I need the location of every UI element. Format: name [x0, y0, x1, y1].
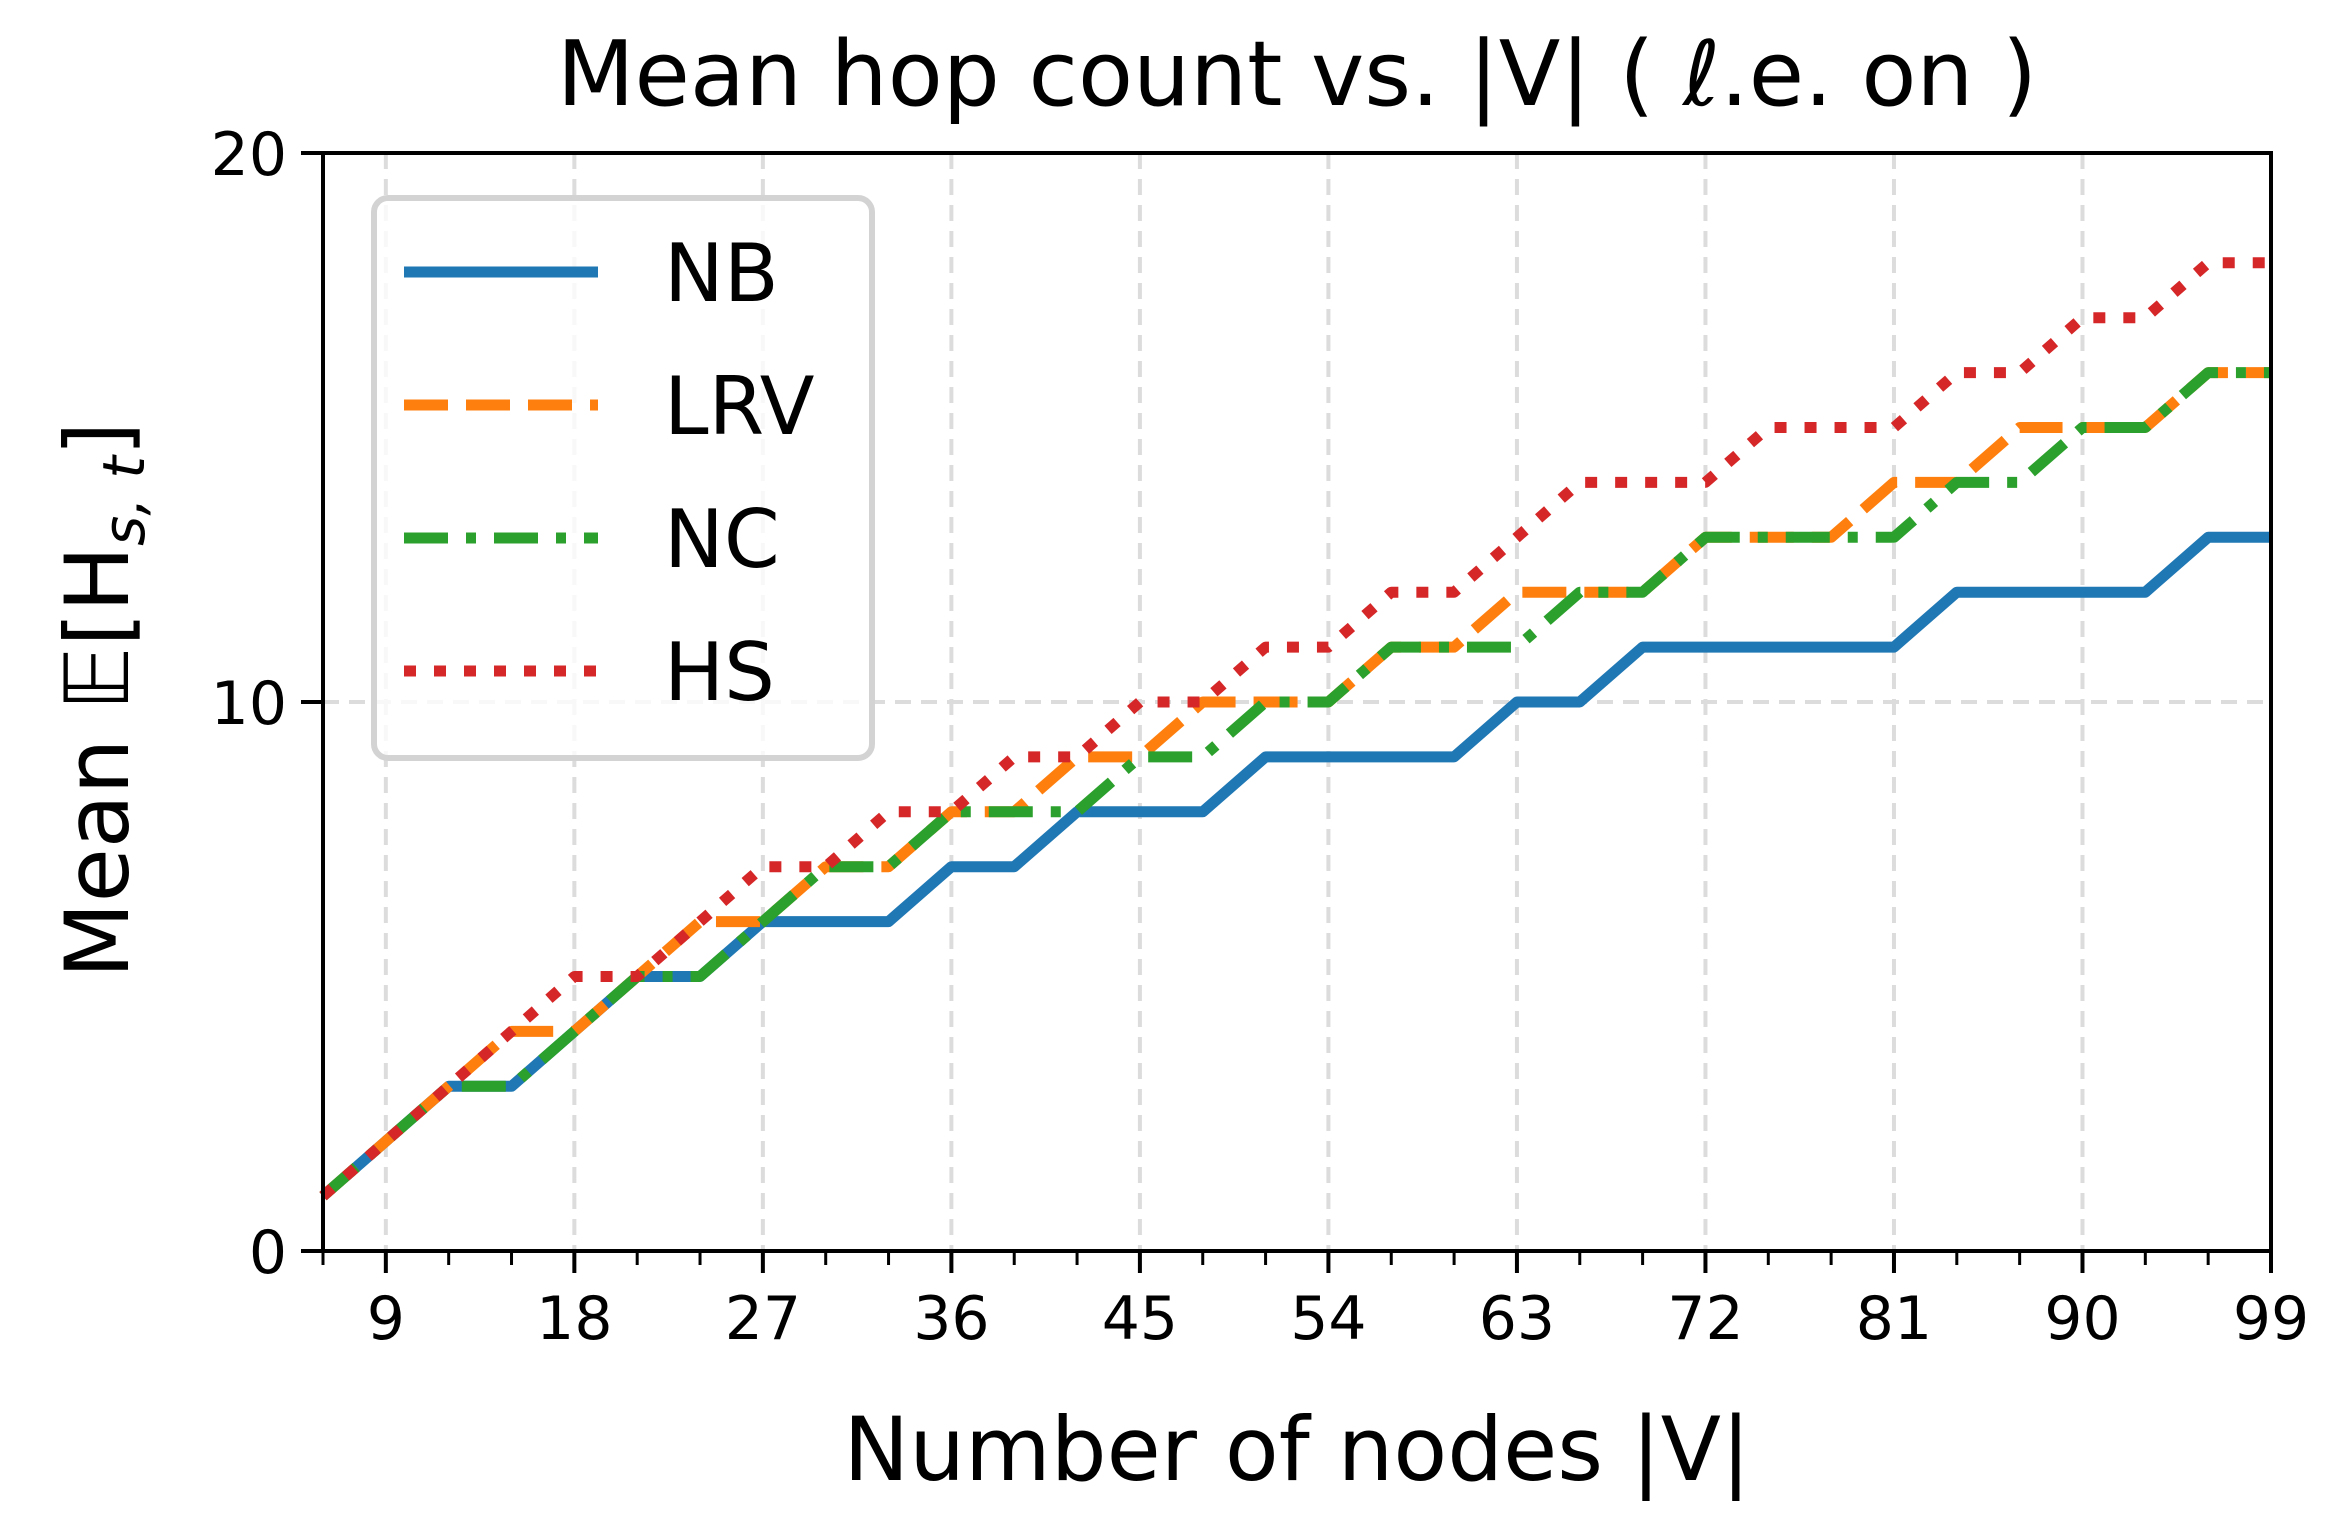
x-tick-label: 18 — [536, 1284, 612, 1354]
y-axis-label: Mean 𝔼[Hs, t] — [46, 422, 158, 979]
x-tick-label: 90 — [2044, 1284, 2120, 1354]
chart-title: Mean hop count vs. |V| ( ℓ.e. on ) — [557, 22, 2037, 127]
y-axis-label-sub: s, t — [90, 454, 158, 546]
x-tick-label: 9 — [367, 1284, 405, 1354]
series-line-hs — [319, 257, 2271, 1201]
y-axis-label-body: [H — [46, 546, 149, 647]
x-tick-label: 63 — [1479, 1284, 1555, 1354]
x-tick-label: 45 — [1102, 1284, 1178, 1354]
y-tick-label: 10 — [211, 669, 287, 739]
svg-text:Mean 𝔼[Hs, t]: Mean 𝔼[Hs, t] — [46, 422, 158, 979]
series-line-nb — [319, 531, 2271, 1201]
legend-label-lrv: LRV — [664, 360, 815, 453]
y-axis-label-prefix: Mean — [46, 711, 149, 979]
x-tick-label: 54 — [1290, 1284, 1366, 1354]
legend-label-nb: NB — [664, 227, 779, 320]
axis-ticks: 9 18 27 36 45 54 63 72 81 90 99 0 10 20 — [211, 120, 2310, 1354]
series-line-lrv — [319, 367, 2271, 1201]
x-tick-label: 36 — [913, 1284, 989, 1354]
y-tick-label: 20 — [211, 120, 287, 190]
y-axis-label-close: ] — [46, 422, 149, 456]
x-tick-label: 81 — [1856, 1284, 1932, 1354]
legend-label-hs: HS — [664, 626, 775, 719]
x-tick-label: 27 — [725, 1284, 801, 1354]
y-axis-label-E: 𝔼 — [46, 646, 149, 710]
legend-label-nc: NC — [664, 493, 780, 586]
x-tick-label: 99 — [2233, 1284, 2309, 1354]
legend-frame — [371, 195, 875, 761]
legend: NB LRV NC HS — [371, 195, 875, 761]
plot-lines — [319, 257, 2271, 1201]
y-tick-label: 0 — [249, 1218, 287, 1288]
x-tick-label: 72 — [1667, 1284, 1743, 1354]
x-axis-label: Number of nodes |V| — [843, 1398, 1750, 1502]
